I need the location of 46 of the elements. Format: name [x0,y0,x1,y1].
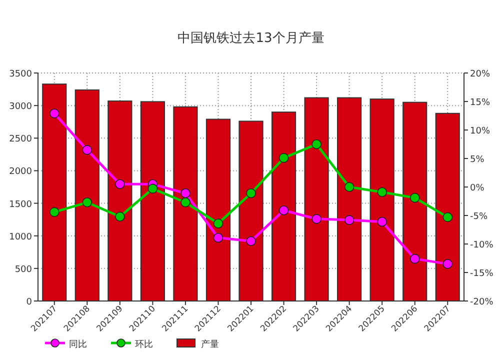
y-tick-label: 2500 [9,134,32,145]
point [115,212,125,222]
point [115,179,125,190]
y-tick-label: 1500 [9,200,32,210]
y-tick-label: 1000 [9,232,32,242]
point [344,215,354,225]
point [82,197,92,208]
point [213,218,224,228]
y2-tick-label: 5% [470,155,485,165]
chart-title: 中国钒铁过去13个月产量 [178,31,324,46]
point [180,188,190,198]
legend-label: 同比 [69,339,87,350]
y-tick-label: 3000 [9,102,32,112]
point [148,184,158,194]
y-tick-label: 0 [26,298,32,308]
point [180,197,190,208]
point [377,187,387,198]
point [410,254,420,264]
point [49,207,60,217]
point [246,188,256,198]
y2-tick-label: 15% [470,98,490,108]
y-tick-label: 3500 [9,70,32,80]
point [377,216,387,227]
point [312,139,322,150]
y2-tick-label: 10% [470,126,490,136]
point [246,236,256,246]
point [278,153,289,163]
y-tick-label: 500 [14,264,32,275]
y-tick-label: 2000 [9,167,32,178]
point [82,145,92,155]
y2-tick-label: -5% [470,212,488,222]
point [344,182,354,192]
legend-label: 产量 [201,339,219,350]
y2-tick-label: 20% [470,70,490,80]
point [410,192,420,203]
point [278,205,289,216]
y2-tick-label: 0% [470,184,485,194]
point [312,214,322,224]
y2-tick-label: -20% [470,298,494,308]
legend-label: 环比 [135,339,153,350]
point [213,232,224,243]
point [442,212,453,222]
point [49,108,60,118]
y2-tick-label: -15% [470,269,494,279]
y2-tick-label: -10% [470,240,494,250]
point [442,259,453,269]
